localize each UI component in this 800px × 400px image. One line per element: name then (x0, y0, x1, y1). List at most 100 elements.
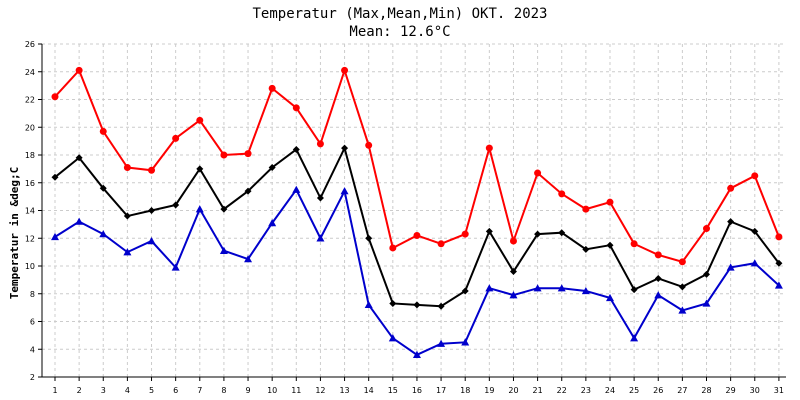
data-point-mean (461, 287, 469, 295)
data-point-mean (148, 207, 156, 214)
data-point-max (365, 141, 373, 149)
data-point-max (727, 184, 735, 192)
data-point-mean (509, 268, 517, 276)
data-point-mean (341, 144, 349, 152)
data-point-mean (582, 245, 590, 253)
data-point-mean (389, 299, 397, 307)
data-point-min (557, 284, 566, 292)
data-point-min (702, 299, 711, 307)
x-tick-label: 4 (125, 386, 130, 395)
y-tick-label: 14 (25, 207, 35, 216)
y-tick-label: 16 (25, 179, 35, 188)
data-point-max (678, 258, 686, 266)
data-point-mean (558, 229, 566, 237)
data-point-min (51, 232, 59, 241)
x-tick-label: 25 (629, 386, 639, 395)
data-point-max (196, 116, 204, 124)
x-tick-label: 23 (581, 386, 591, 395)
x-tick-label: 2 (77, 386, 82, 395)
data-point-min (509, 291, 518, 299)
data-point-mean (678, 283, 686, 291)
data-point-max (582, 205, 590, 213)
data-point-mean (244, 187, 252, 195)
x-tick-label: 29 (726, 386, 736, 395)
data-point-max (751, 172, 759, 180)
data-point-min (316, 234, 325, 242)
data-point-max (75, 66, 83, 74)
data-point-mean (727, 218, 735, 226)
y-tick-label: 10 (25, 262, 35, 271)
series-mean (51, 144, 783, 310)
data-point-mean (703, 270, 711, 278)
x-tick-label: 16 (412, 386, 422, 395)
data-point-min (581, 286, 590, 295)
x-tick-label: 21 (533, 386, 543, 395)
data-point-mean (51, 173, 59, 181)
x-tick-label: 14 (364, 386, 374, 395)
data-point-min (171, 263, 180, 271)
data-point-mean (751, 227, 759, 235)
data-point-min (750, 259, 759, 267)
data-point-max (99, 127, 107, 135)
data-point-max (558, 190, 566, 198)
data-point-mean (437, 302, 445, 310)
data-point-mean (75, 154, 83, 162)
data-point-min (726, 263, 735, 271)
data-point-max (485, 144, 493, 152)
data-point-mean (292, 145, 300, 153)
data-point-max (461, 230, 469, 238)
data-point-max (703, 225, 711, 233)
data-point-min (268, 218, 277, 227)
data-point-min (244, 255, 253, 263)
data-point-mean (123, 212, 131, 220)
data-point-max (775, 233, 783, 241)
data-point-mean (654, 274, 662, 282)
data-point-max (389, 244, 397, 252)
x-tick-label: 31 (774, 386, 784, 395)
y-axis-label: Temperatur in &deg;C (8, 167, 21, 299)
data-point-mean (196, 165, 204, 173)
data-point-min (630, 334, 639, 342)
data-point-max (534, 169, 542, 177)
x-tick-label: 18 (460, 386, 470, 395)
data-point-max (509, 237, 517, 245)
data-point-max (413, 231, 421, 239)
data-point-mean (316, 194, 324, 202)
x-tick-label: 20 (508, 386, 518, 395)
data-point-mean (485, 227, 493, 235)
y-tick-label: 8 (30, 290, 35, 299)
y-tick-label: 4 (30, 345, 35, 354)
data-point-min (461, 338, 470, 346)
x-tick-label: 3 (101, 386, 106, 395)
data-point-max (654, 251, 662, 259)
y-tick-label: 22 (25, 96, 35, 105)
data-point-mean (220, 205, 228, 213)
series-max (51, 66, 783, 266)
data-point-min (340, 187, 349, 195)
x-tick-label: 26 (653, 386, 663, 395)
data-point-min (437, 339, 446, 347)
data-point-max (606, 198, 614, 206)
data-point-mean (99, 184, 107, 192)
series-layer (51, 66, 783, 358)
data-point-min (147, 237, 156, 245)
data-point-mean (630, 286, 638, 294)
x-tick-label: 6 (173, 386, 178, 395)
data-point-max (292, 104, 300, 112)
y-tick-label: 2 (30, 373, 35, 382)
data-point-min (75, 217, 84, 225)
data-point-mean (268, 163, 276, 171)
data-point-max (268, 84, 276, 92)
x-tick-label: 24 (605, 386, 615, 395)
data-point-max (630, 240, 638, 248)
data-point-min (605, 293, 614, 302)
x-tick-label: 5 (149, 386, 154, 395)
x-tick-label: 30 (750, 386, 760, 395)
x-tick-label: 19 (484, 386, 494, 395)
y-tick-label: 24 (25, 68, 35, 77)
data-point-max (51, 93, 59, 101)
y-tick-label: 26 (25, 40, 35, 49)
x-tick-label: 1 (52, 386, 57, 395)
